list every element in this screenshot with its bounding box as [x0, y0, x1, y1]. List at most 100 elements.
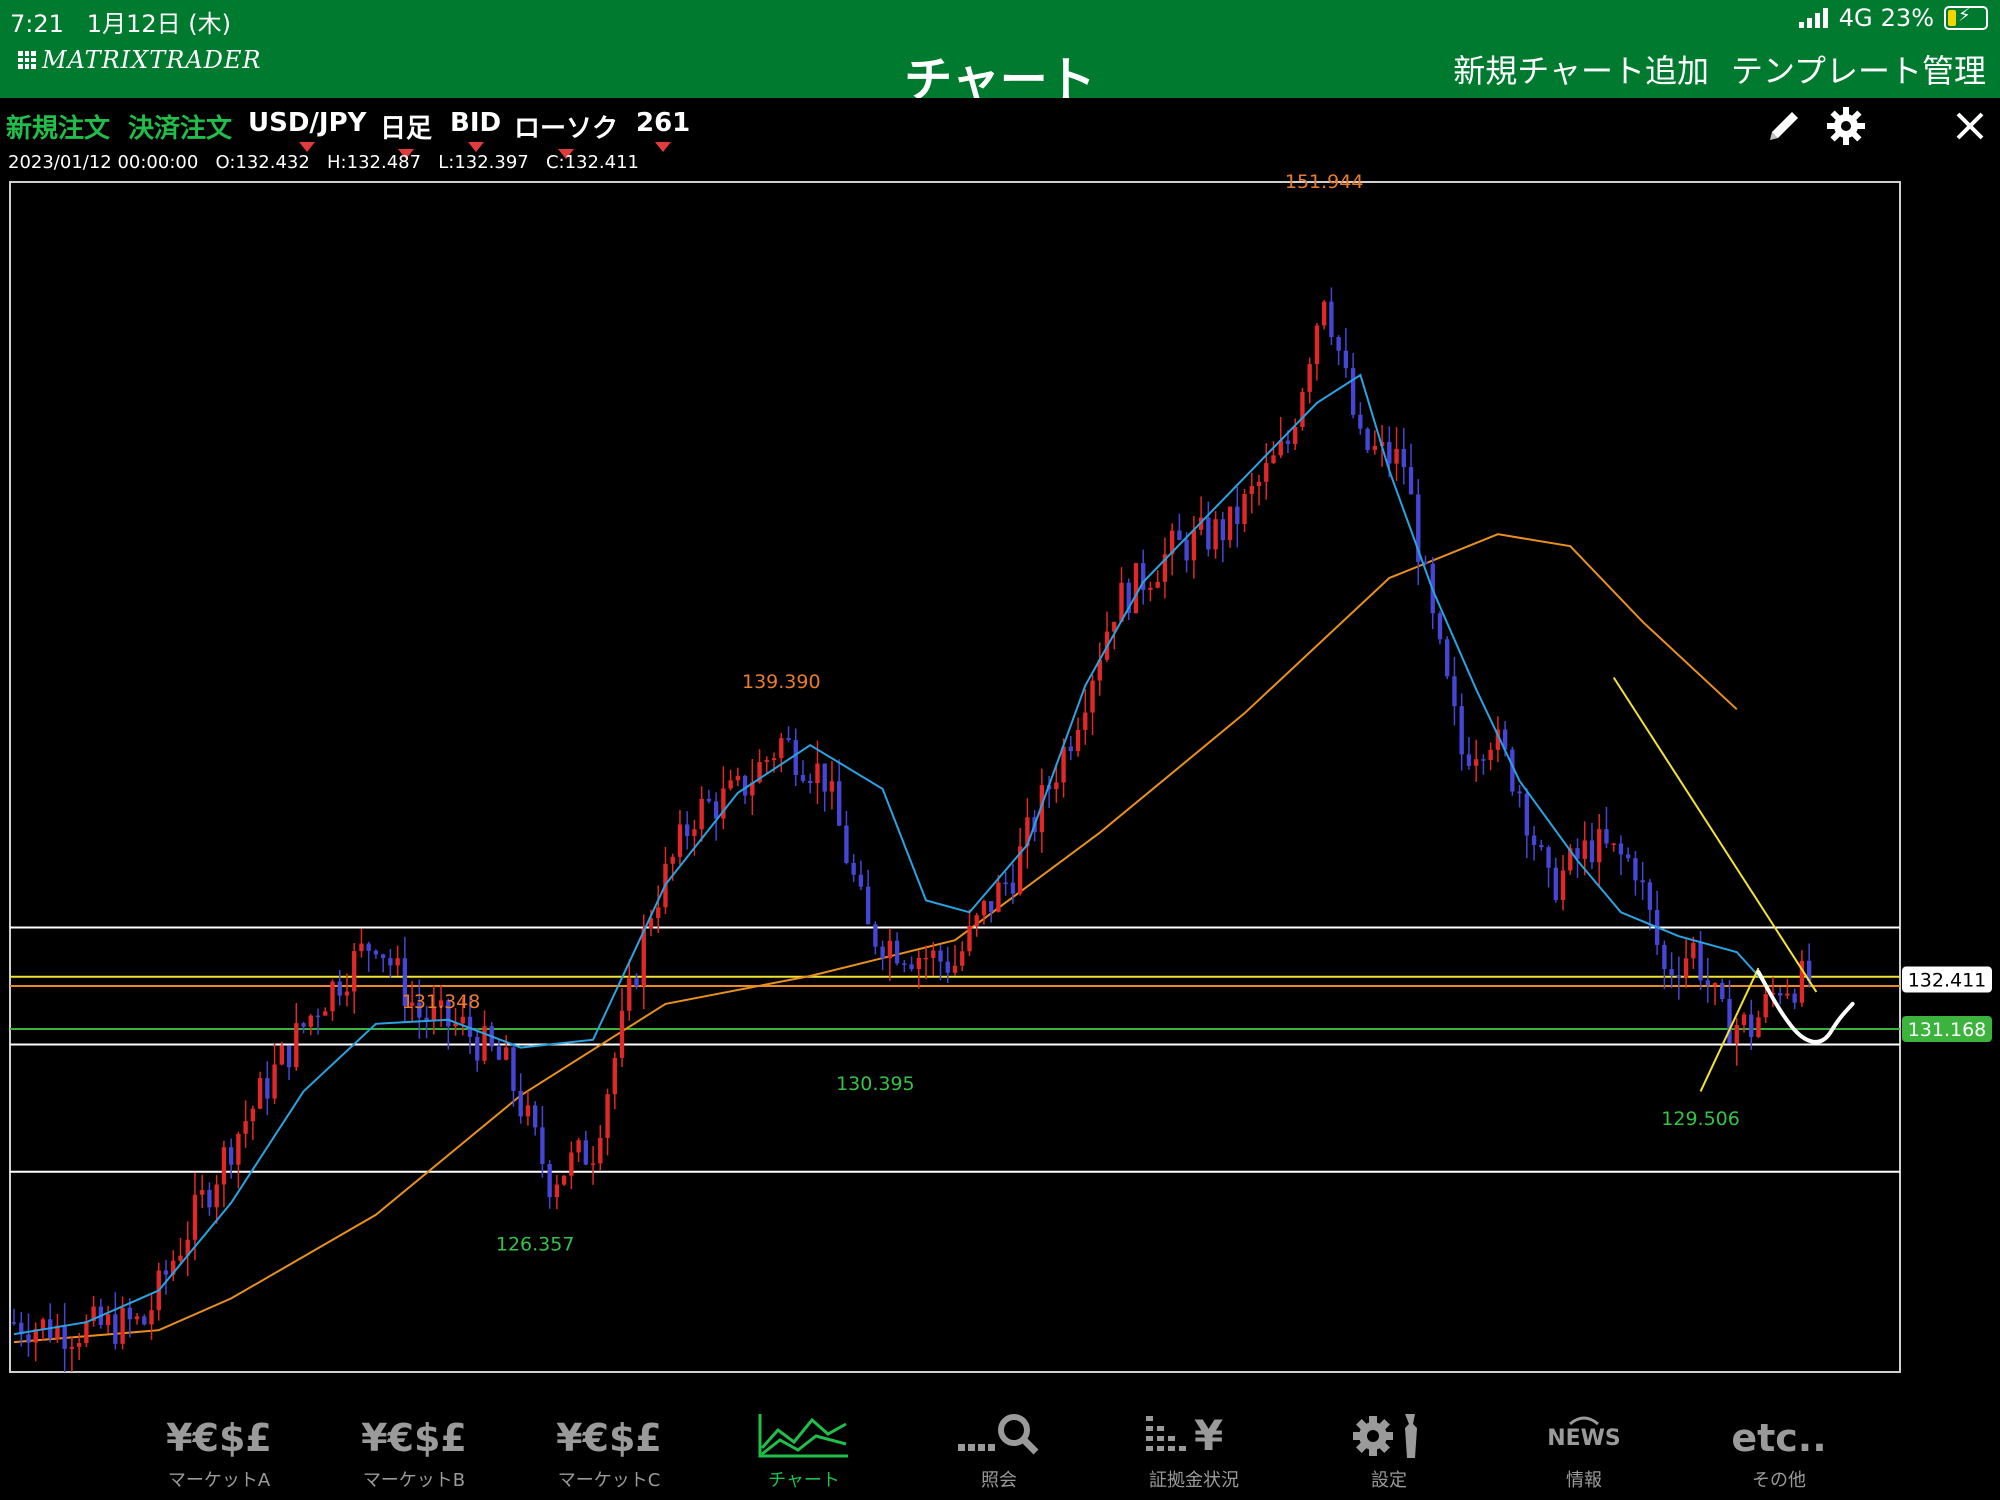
candle-body	[1633, 858, 1638, 881]
trend-lines[interactable]	[1612, 676, 1818, 1092]
candle-body	[1119, 582, 1124, 622]
candle-body	[1235, 506, 1240, 524]
tab-inquiry[interactable]: 照会	[924, 1410, 1074, 1492]
new-order-button[interactable]: 新規注文	[6, 114, 111, 144]
currency-icon: ¥€$£	[361, 1416, 467, 1460]
trend-line	[1612, 676, 1818, 993]
candle-body	[1083, 712, 1088, 730]
candle-body	[228, 1147, 234, 1165]
price-chart[interactable]: 151.944 139.390 131.348 130.395 126.357 129.5…	[0, 172, 2000, 1404]
candle-body	[945, 961, 950, 973]
candle-body	[200, 1190, 205, 1195]
candle-body	[330, 981, 335, 1012]
candle-body	[1097, 659, 1102, 681]
battery-percent: 23%	[1880, 4, 1934, 32]
candle-body	[1227, 506, 1233, 541]
ohlc-date: 2023/01/12 00:00:00	[8, 152, 199, 173]
count-label: 261	[636, 108, 691, 138]
candle-body	[699, 798, 704, 830]
candle-body	[113, 1314, 118, 1344]
candle-body	[163, 1270, 169, 1275]
candle-body	[952, 965, 958, 973]
tab-market-c[interactable]: ¥€$£ マーケットC	[534, 1410, 684, 1492]
candle-body	[120, 1307, 125, 1344]
candle-body	[1025, 817, 1030, 847]
pencil-icon[interactable]	[1762, 104, 1806, 148]
chart-style-selector[interactable]: ローソク	[514, 108, 618, 159]
candle-body	[1141, 563, 1146, 590]
candle-body	[1285, 440, 1291, 445]
candle-body	[1647, 882, 1653, 910]
price-type-label: BID	[450, 108, 502, 138]
candle-body	[793, 740, 798, 776]
candle-body	[11, 1322, 17, 1324]
tab-market-b[interactable]: ¥€$£ マーケットB	[339, 1410, 489, 1492]
candle-body	[735, 775, 741, 781]
close-order-button[interactable]: 決済注文	[128, 114, 233, 144]
candle-body	[1329, 301, 1334, 338]
candle-body	[1148, 587, 1153, 590]
candle-body	[532, 1105, 538, 1128]
price-tags: 132.411 131.168	[1902, 966, 1992, 1043]
timeframe-label: 日足	[380, 114, 433, 144]
candle-body	[438, 1000, 444, 1008]
candle-body	[1806, 960, 1812, 982]
candle-body	[547, 1164, 552, 1198]
candle-body	[1792, 993, 1797, 1003]
count-selector[interactable]: 261	[636, 108, 691, 152]
timeframe-selector[interactable]: 日足	[380, 108, 433, 159]
tab-margin-status[interactable]: ¥ 証拠金状況	[1119, 1410, 1269, 1492]
tab-chart[interactable]: チャート	[729, 1410, 879, 1492]
candle-body	[1408, 467, 1414, 495]
status-time: 7:21	[10, 10, 64, 38]
candle-body	[69, 1346, 75, 1349]
candle-body	[1191, 529, 1197, 561]
candle-body	[909, 964, 914, 970]
candle-body	[308, 1015, 313, 1027]
candle-body	[127, 1307, 132, 1320]
candle-body	[771, 758, 777, 761]
candle-body	[1778, 992, 1783, 996]
candle-body	[402, 958, 408, 1006]
candle-body	[359, 943, 364, 952]
drawn-curve[interactable]	[1756, 970, 1855, 1044]
candle-body	[40, 1319, 46, 1330]
candle-body	[627, 978, 632, 1011]
template-manage-button[interactable]: テンプレート管理	[1730, 52, 1986, 90]
candle-body	[1452, 676, 1457, 707]
candle-body	[178, 1255, 183, 1261]
search-icon	[958, 1414, 1039, 1455]
candle-body	[1293, 427, 1298, 445]
close-icon[interactable]	[1948, 104, 1992, 148]
ohlc-high: H:132.487	[327, 152, 422, 173]
candle-body	[511, 1047, 516, 1091]
candle-body	[373, 950, 379, 955]
candle-body	[786, 738, 791, 741]
candle-body	[1510, 749, 1515, 792]
add-chart-button[interactable]: 新規チャート追加	[1453, 52, 1709, 90]
tab-market-a[interactable]: ¥€$£ マーケットA	[144, 1410, 294, 1492]
candle-body	[800, 775, 806, 781]
status-right: 4G 23% ⚡	[1798, 4, 1988, 32]
gear-icon[interactable]	[1824, 104, 1868, 148]
tab-settings[interactable]: 設定	[1314, 1410, 1464, 1492]
candle-body	[294, 1023, 299, 1068]
candle-body	[1358, 414, 1363, 429]
tab-info[interactable]: NEWS 情報	[1509, 1410, 1659, 1492]
candle-body	[1184, 539, 1189, 561]
candle-body	[301, 1023, 306, 1027]
candle-body	[612, 1057, 617, 1095]
ohlc-readout: 2023/01/12 00:00:00 O:132.432 H:132.487 …	[8, 152, 639, 173]
candle-body	[33, 1329, 38, 1343]
candle-body	[670, 856, 675, 864]
tab-label: その他	[1752, 1470, 1806, 1491]
candle-body	[417, 1002, 422, 1018]
price-type-selector[interactable]: BID	[450, 108, 502, 152]
dropdown-arrow-icon	[299, 142, 316, 152]
candle-body	[1662, 944, 1667, 970]
candle-body	[257, 1078, 263, 1109]
candle-body	[1162, 554, 1168, 582]
candle-body	[1177, 530, 1182, 540]
tab-other[interactable]: etc.. その他	[1704, 1410, 1854, 1492]
pair-selector[interactable]: USD/JPY	[248, 108, 366, 152]
